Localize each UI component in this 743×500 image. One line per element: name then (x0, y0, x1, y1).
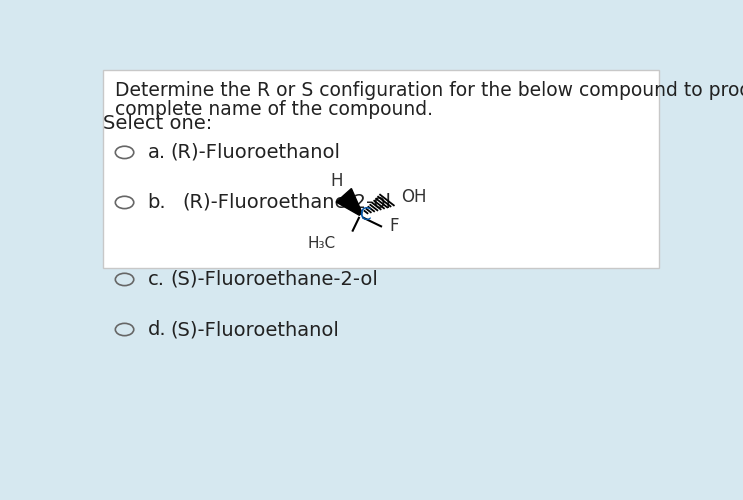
Text: (S)-Fluoroethane-2-ol: (S)-Fluoroethane-2-ol (171, 270, 378, 289)
Text: Select one:: Select one: (103, 114, 212, 133)
Text: (R)-Fluoroethanol: (R)-Fluoroethanol (171, 143, 340, 162)
Text: c.: c. (148, 270, 165, 289)
Polygon shape (336, 188, 362, 215)
Text: F: F (390, 218, 399, 236)
Text: OH: OH (401, 188, 426, 206)
Text: complete name of the compound.: complete name of the compound. (114, 100, 432, 119)
Text: (R)-Fluoroethane-2-ol: (R)-Fluoroethane-2-ol (182, 193, 391, 212)
Text: b.: b. (148, 193, 166, 212)
Text: a.: a. (148, 143, 166, 162)
FancyBboxPatch shape (103, 70, 659, 268)
Text: H: H (330, 172, 343, 190)
Text: C: C (360, 206, 371, 224)
Text: Determine the R or S configuration for the below compound to produce the: Determine the R or S configuration for t… (114, 81, 743, 100)
Text: (S)-Fluoroethanol: (S)-Fluoroethanol (171, 320, 340, 339)
Text: d.: d. (148, 320, 166, 339)
Text: H₃C: H₃C (308, 236, 335, 252)
